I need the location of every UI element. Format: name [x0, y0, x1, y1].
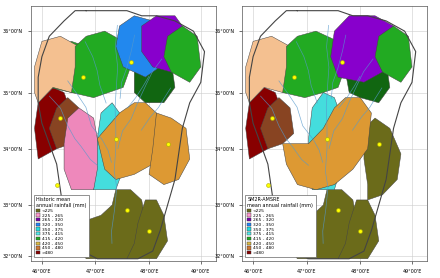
Polygon shape [308, 93, 342, 190]
Polygon shape [260, 98, 294, 149]
Polygon shape [97, 103, 160, 180]
Polygon shape [134, 52, 175, 103]
Polygon shape [34, 87, 71, 159]
Polygon shape [127, 200, 168, 259]
Polygon shape [46, 41, 94, 93]
Polygon shape [279, 190, 356, 259]
Polygon shape [68, 190, 145, 259]
Polygon shape [164, 26, 201, 82]
Polygon shape [142, 16, 186, 72]
Polygon shape [94, 103, 123, 190]
Polygon shape [375, 26, 412, 82]
Polygon shape [246, 36, 301, 103]
Polygon shape [64, 108, 101, 190]
Polygon shape [34, 36, 90, 103]
Polygon shape [345, 52, 390, 103]
Polygon shape [282, 31, 345, 98]
Polygon shape [364, 118, 401, 200]
Polygon shape [49, 98, 83, 149]
Polygon shape [338, 200, 379, 259]
Polygon shape [71, 31, 131, 98]
Legend: <225, 225 - 265, 265 - 320, 320 - 350, 350 - 375, 375 - 415, 415 - 420, 420 - 45: <225, 225 - 265, 265 - 320, 320 - 350, 3… [34, 195, 89, 257]
Polygon shape [331, 16, 397, 82]
Polygon shape [282, 98, 371, 190]
Polygon shape [149, 113, 190, 185]
Legend: <225, 225 - 265, 265 - 320, 320 - 350, 350 - 375, 375 - 415, 415 - 420, 420 - 45: <225, 225 - 265, 265 - 320, 320 - 350, 3… [245, 195, 315, 257]
Polygon shape [116, 16, 164, 77]
Polygon shape [246, 87, 282, 159]
